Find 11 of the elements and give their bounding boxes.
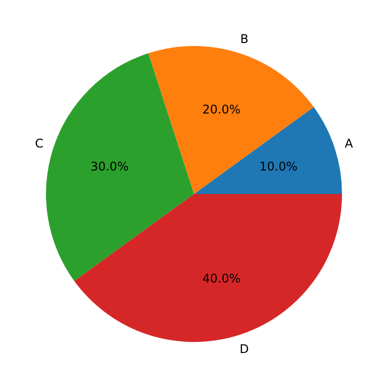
slice-label: B bbox=[240, 32, 248, 46]
data-label: 20.0% bbox=[202, 102, 241, 117]
slice-label: C bbox=[34, 136, 44, 151]
data-label: 30.0% bbox=[90, 160, 129, 174]
pie-slice bbox=[46, 53, 194, 281]
data-label: 10.0% bbox=[259, 160, 298, 174]
slice-label: D bbox=[240, 342, 249, 356]
pie-slice bbox=[148, 46, 314, 194]
slice-label: A bbox=[344, 136, 354, 151]
pie-slice bbox=[74, 194, 342, 342]
data-label: 40.0% bbox=[202, 271, 241, 286]
